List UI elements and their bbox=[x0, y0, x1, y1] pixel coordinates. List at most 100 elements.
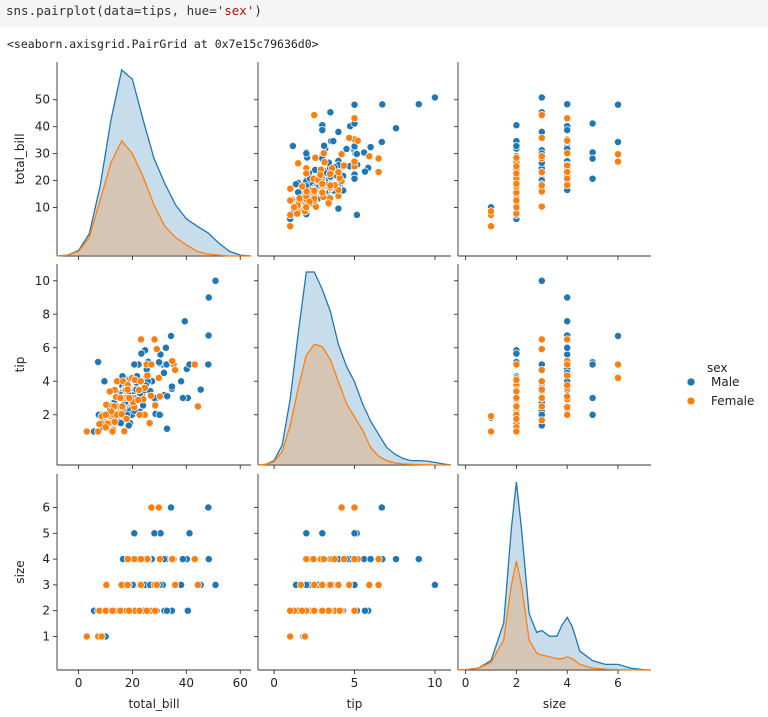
kde-fill-male bbox=[57, 70, 251, 256]
scatter-point-female bbox=[154, 373, 163, 382]
scatter-point-female bbox=[101, 606, 110, 615]
scatter-point-female bbox=[302, 203, 311, 212]
scatter-point-male bbox=[614, 100, 622, 109]
scatter-point-female bbox=[563, 181, 572, 190]
kde-fill-female bbox=[458, 561, 651, 670]
scatter-point-female bbox=[286, 222, 295, 231]
scatter-point-female bbox=[122, 414, 131, 423]
scatter-point-male bbox=[563, 100, 572, 109]
scatter-point-female bbox=[487, 412, 495, 421]
scatter-point-female bbox=[311, 153, 320, 162]
scatter-point-female bbox=[614, 360, 622, 369]
scatter-point-male bbox=[329, 137, 338, 146]
kde-line-female bbox=[56, 139, 251, 257]
scatter-point-female bbox=[350, 157, 359, 166]
subplot-size-vs-tip bbox=[257, 474, 451, 671]
scatter-point-male bbox=[537, 276, 546, 285]
scatter-point-male bbox=[155, 358, 163, 367]
scatter-point-female bbox=[302, 169, 311, 178]
scatter-point-female bbox=[142, 606, 151, 615]
scatter-point-female bbox=[108, 427, 117, 436]
scatter-point-female bbox=[286, 210, 295, 219]
kde-line-male bbox=[457, 481, 652, 671]
scatter-point-female bbox=[102, 580, 111, 589]
legend-marker-male bbox=[686, 377, 696, 387]
scatter-point-female bbox=[310, 186, 319, 195]
kde-line-female bbox=[257, 343, 451, 466]
kde-fill-female bbox=[258, 344, 451, 465]
scatter-point-female bbox=[326, 181, 335, 190]
scatter-point-female bbox=[563, 149, 572, 158]
scatter-point-male bbox=[563, 126, 572, 135]
code-suffix: ) bbox=[254, 3, 262, 18]
scatter-point-female bbox=[310, 580, 319, 589]
scatter-point-female bbox=[614, 157, 622, 166]
scatter-point-female bbox=[345, 133, 354, 142]
scatter-point-male bbox=[318, 529, 327, 538]
scatter-point-male bbox=[204, 360, 213, 369]
scatter-point-male bbox=[130, 360, 139, 369]
y-tick-label: 50 bbox=[35, 93, 50, 107]
kde-fill-female bbox=[57, 140, 251, 256]
scatter-point-male bbox=[163, 606, 171, 615]
scatter-point-male bbox=[563, 350, 572, 359]
scatter-point-female bbox=[190, 360, 199, 369]
legend-marker-female bbox=[686, 396, 696, 406]
scatter-point-female bbox=[302, 555, 311, 564]
scatter-point-male bbox=[178, 394, 187, 402]
scatter-point-female bbox=[374, 154, 383, 163]
scatter-point-female bbox=[123, 385, 132, 394]
scatter-point-female bbox=[537, 416, 546, 425]
y-tick-label: 10 bbox=[35, 274, 50, 288]
x-tick-label: 10 bbox=[427, 676, 442, 690]
scatter-point-female bbox=[125, 606, 134, 615]
subplot-size-vs-total_bill bbox=[56, 474, 251, 671]
scatter-point-female bbox=[350, 114, 359, 123]
scatter-point-male bbox=[204, 503, 213, 512]
x-tick-label: 5 bbox=[351, 676, 359, 690]
y-tick-label: 30 bbox=[35, 147, 50, 161]
scatter-point-female bbox=[290, 203, 299, 212]
scatter-point-female bbox=[120, 427, 129, 436]
scatter-point-male bbox=[392, 555, 400, 564]
scatter-point-female bbox=[301, 632, 309, 641]
scatter-point-female bbox=[350, 503, 359, 512]
scatter-point-male bbox=[352, 150, 361, 158]
scatter-point-male bbox=[204, 331, 213, 340]
scatter-point-female bbox=[537, 202, 546, 211]
scatter-point-male bbox=[318, 126, 327, 135]
x-tick-label: 0 bbox=[462, 676, 470, 690]
y-tick-label: 6 bbox=[42, 501, 50, 515]
scatter-point-female bbox=[537, 181, 546, 190]
scatter-point-female bbox=[512, 427, 521, 436]
scatter-point-male bbox=[334, 204, 343, 213]
scatter-point-male bbox=[588, 410, 597, 419]
scatter-point-female bbox=[345, 580, 354, 589]
y-tick-label: 4 bbox=[42, 374, 50, 388]
scatter-point-female bbox=[147, 503, 156, 512]
subplot-total_bill-vs-size bbox=[457, 62, 651, 257]
scatter-point-female bbox=[537, 377, 546, 386]
scatter-point-male bbox=[352, 210, 361, 219]
y-axis-label-tip: tip bbox=[13, 357, 27, 373]
scatter-point-female bbox=[335, 606, 344, 615]
scatter-point-female bbox=[512, 360, 521, 369]
scatter-point-female bbox=[324, 199, 333, 208]
scatter-point-female bbox=[374, 168, 383, 176]
scatter-point-female bbox=[171, 366, 180, 374]
scatter-point-male bbox=[211, 276, 220, 285]
scatter-point-female bbox=[512, 394, 521, 402]
scatter-point-female bbox=[374, 580, 383, 589]
scatter-point-female bbox=[101, 423, 110, 432]
scatter-point-male bbox=[163, 392, 172, 401]
scatter-point-female bbox=[337, 503, 346, 512]
code-cell[interactable]: sns.pairplot(data=tips, hue='sex') bbox=[0, 0, 768, 27]
scatter-point-female bbox=[334, 580, 343, 589]
kde-fill-male bbox=[258, 272, 451, 465]
scatter-point-female bbox=[286, 632, 295, 641]
legend-label-female: Female bbox=[711, 394, 754, 408]
scatter-point-male bbox=[185, 529, 194, 538]
code-line: sns.pairplot(data=tips, hue='sex') bbox=[6, 3, 262, 18]
scatter-point-female bbox=[487, 222, 495, 231]
